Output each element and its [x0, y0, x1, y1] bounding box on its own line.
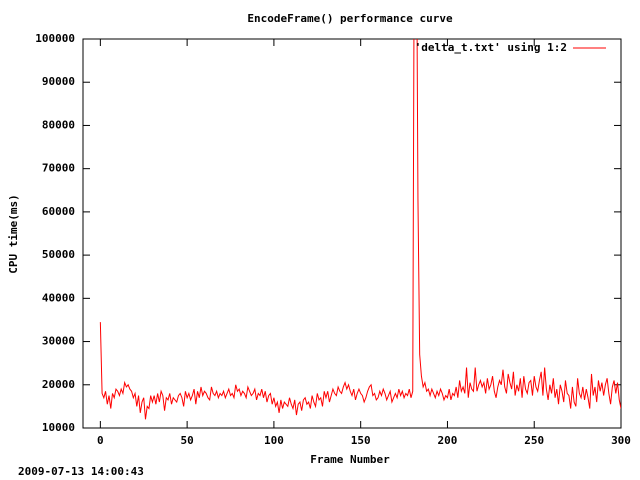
chart-title: EncodeFrame() performance curve	[247, 12, 453, 25]
y-tick-label: 20000	[42, 378, 75, 391]
y-tick-label: 50000	[42, 248, 75, 261]
x-tick-label: 0	[97, 434, 104, 447]
y-tick-label: 80000	[42, 118, 75, 131]
plot-frame	[82, 38, 622, 429]
x-tick-label: 150	[351, 434, 371, 447]
y-tick-label: 60000	[42, 205, 75, 218]
y-tick-label: 10000	[42, 421, 75, 434]
y-tick-label: 40000	[42, 291, 75, 304]
x-tick-label: 200	[438, 434, 458, 447]
x-tick-label: 100	[264, 434, 284, 447]
x-axis-label: Frame Number	[310, 453, 390, 466]
y-tick-label: 70000	[42, 162, 75, 175]
y-axis-label: CPU time(ms)	[7, 194, 20, 273]
x-tick-label: 250	[524, 434, 544, 447]
x-tick-label: 300	[611, 434, 631, 447]
y-tick-label: 90000	[42, 75, 75, 88]
timestamp: 2009-07-13 14:00:43	[18, 465, 144, 478]
x-tick-label: 50	[181, 434, 194, 447]
y-tick-label: 100000	[35, 32, 75, 45]
data-line	[99, 39, 621, 420]
legend-label: 'delta_t.txt' using 1:2	[415, 41, 567, 54]
plot-area	[99, 39, 621, 420]
y-tick-label: 30000	[42, 335, 75, 348]
